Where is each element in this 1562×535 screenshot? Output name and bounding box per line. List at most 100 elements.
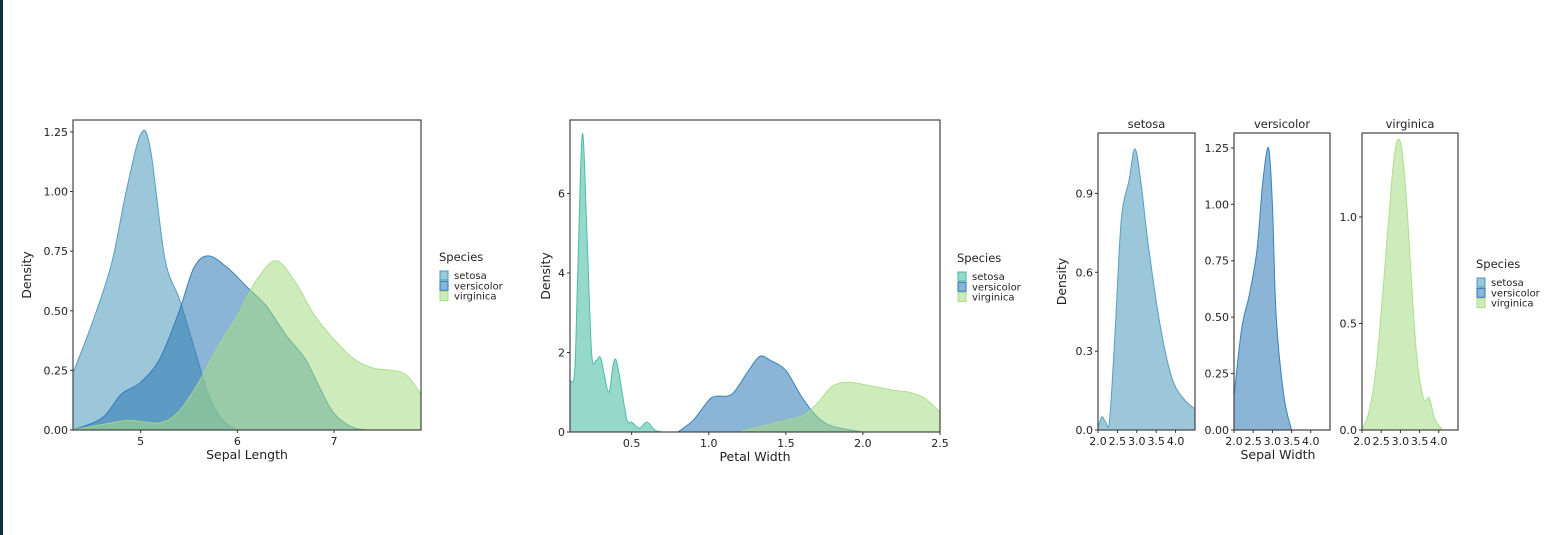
x-tick-label: 2.5 — [931, 437, 949, 450]
density-line-virginica — [73, 260, 421, 430]
y-tick-label: 0 — [558, 426, 565, 439]
x-tick-label: 3.5 — [1283, 435, 1301, 448]
density-area-virginica — [1362, 139, 1443, 430]
window-edge — [0, 0, 3, 535]
x-tick-label: 2.0 — [1353, 435, 1371, 448]
y-tick-label: 0.25 — [44, 364, 69, 377]
legend-swatch-setosa — [439, 270, 449, 281]
legend-label-virginica: virginica — [972, 293, 1015, 304]
plot-panel: 2.0 2.5 3.0 3.5 4.0 0.0 0.5 1.0 virginica — [1340, 117, 1459, 448]
panel-title: virginica — [1386, 117, 1435, 131]
legend-swatch-virginica — [957, 292, 967, 303]
density-area-versicolor — [1234, 147, 1292, 430]
x-axis-label: Sepal Length — [206, 447, 288, 462]
x-axis-label: Sepal Width — [1241, 447, 1316, 462]
legend-swatch-virginica — [439, 291, 449, 302]
plot-panel: 2.0 2.5 3.0 3.5 4.0 0.0 0.3 0.6 0.9 Density setosa — [1054, 117, 1196, 448]
legend-title: Species — [1476, 257, 1520, 271]
y-tick-label: 1.25 — [44, 126, 69, 139]
legend-swatch-versicolor — [1476, 287, 1486, 298]
x-tick-label: 3.5 — [1411, 435, 1429, 448]
legend-swatch-versicolor — [439, 280, 449, 291]
x-tick-label: 2.5 — [1372, 435, 1390, 448]
x-tick-label: 4.0 — [1167, 435, 1185, 448]
x-tick-label: 3.0 — [1392, 435, 1410, 448]
x-tick-label: 1.5 — [777, 437, 795, 450]
panel-title: setosa — [1128, 117, 1166, 131]
x-tick-label: 2.0 — [854, 437, 872, 450]
legend-label-versicolor: versicolor — [972, 282, 1022, 293]
legend-swatch-versicolor — [957, 281, 967, 292]
y-tick-label: 0.00 — [44, 424, 69, 437]
x-tick-label: 5 — [137, 435, 144, 448]
y-tick-label: 0.25 — [1205, 368, 1230, 381]
density-area-setosa — [570, 133, 663, 432]
legend-swatch-virginica — [1476, 298, 1486, 309]
legend-swatch-setosa — [1476, 277, 1486, 288]
plot-frame — [1097, 132, 1196, 431]
legend-label-virginica: virginica — [1491, 299, 1534, 310]
y-axis-label: Density — [19, 251, 34, 299]
density-line-setosa — [570, 133, 663, 432]
x-tick-label: 2.5 — [1244, 435, 1262, 448]
y-tick-label: 1.00 — [44, 186, 69, 199]
plot-panel: 0.5 1.0 1.5 2.0 2.5 0 2 4 6 Density Petal Width — [538, 119, 949, 464]
plot-frame — [1233, 132, 1331, 431]
x-tick-label: 3.5 — [1147, 435, 1165, 448]
x-tick-label: 3.0 — [1264, 435, 1282, 448]
density-area-virginica — [73, 260, 421, 430]
legend-swatch-setosa — [957, 271, 967, 282]
density-area-virginica — [739, 382, 940, 432]
y-tick-label: 0.6 — [1076, 266, 1094, 279]
legend-label-setosa: setosa — [972, 272, 1005, 283]
y-axis-label: Density — [1054, 257, 1069, 305]
x-tick-label: 2.0 — [1089, 435, 1107, 448]
x-tick-label: 0.5 — [623, 437, 641, 450]
y-tick-label: 0.75 — [44, 245, 69, 258]
plot-frame — [569, 119, 941, 433]
y-tick-label: 0.9 — [1076, 187, 1094, 200]
y-tick-label: 1.00 — [1205, 198, 1230, 211]
y-axis-label: Density — [538, 252, 553, 300]
panel-title: versicolor — [1254, 117, 1310, 131]
plot-panel: 5 6 7 0.00 0.25 0.50 0.75 1.00 1.25 Density Sepal … — [19, 119, 422, 462]
y-tick-label: 6 — [558, 188, 565, 201]
y-tick-label: 0.75 — [1205, 255, 1230, 268]
density-line-virginica — [739, 381, 940, 432]
y-tick-label: 0.3 — [1076, 345, 1094, 358]
x-tick-label: 1.0 — [700, 437, 718, 450]
x-tick-label: 3.0 — [1128, 435, 1146, 448]
x-tick-label: 6 — [234, 435, 241, 448]
plot-panel: 2.0 2.5 3.0 3.5 4.0 0.00 0.25 0.50 0.75 1.00 1.25 S… — [1205, 117, 1331, 462]
legend-title: Species — [957, 251, 1001, 265]
x-tick-label: 7 — [331, 435, 338, 448]
density-line-virginica — [1362, 138, 1444, 430]
y-tick-label: 0.50 — [1205, 311, 1230, 324]
legend-label-setosa: setosa — [1491, 278, 1524, 289]
legend-label-versicolor: versicolor — [454, 281, 504, 292]
y-tick-label: 1.25 — [1205, 142, 1230, 155]
y-tick-label: 1.0 — [1340, 211, 1358, 224]
legend-title: Species — [439, 250, 483, 264]
density-line-versicolor — [1234, 147, 1293, 430]
y-tick-label: 0.0 — [1340, 424, 1358, 437]
x-tick-label: 2.0 — [1225, 435, 1243, 448]
density-line-setosa — [1098, 148, 1195, 429]
x-tick-label: 4.0 — [1302, 435, 1320, 448]
plot-frame — [72, 119, 422, 431]
legend-label-setosa: setosa — [454, 271, 487, 282]
y-tick-label: 0.0 — [1076, 424, 1094, 437]
y-tick-label: 4 — [558, 267, 565, 280]
y-tick-label: 0.00 — [1205, 424, 1230, 437]
density-area-setosa — [1098, 148, 1195, 430]
legend-label-virginica: virginica — [454, 292, 497, 303]
x-tick-label: 4.0 — [1430, 435, 1448, 448]
x-axis-label: Petal Width — [719, 449, 790, 464]
y-tick-label: 2 — [558, 347, 565, 360]
legend-label-versicolor: versicolor — [1491, 288, 1541, 299]
y-tick-label: 0.50 — [44, 305, 69, 318]
